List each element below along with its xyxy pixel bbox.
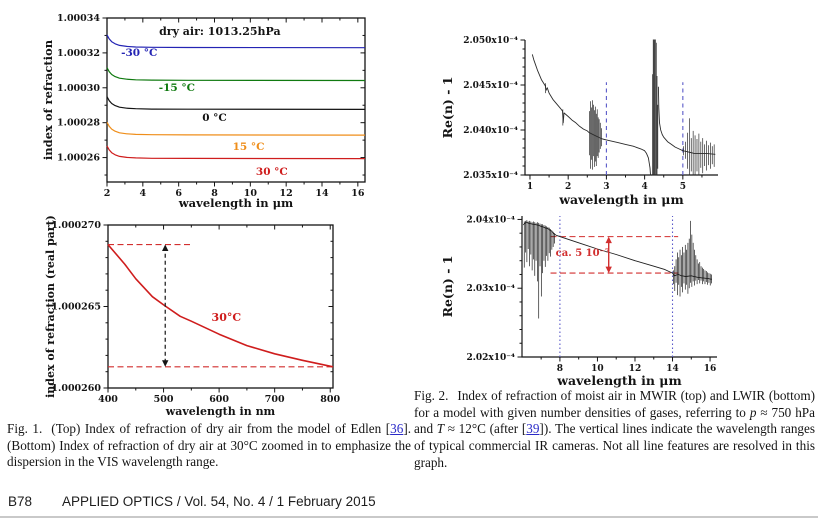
svg-text:wavelength in μm: wavelength in μm [178, 196, 293, 210]
fig1-caption-text-2: ]. (Bottom) Index of refraction of dry a… [7, 421, 412, 470]
svg-text:2: 2 [104, 188, 111, 199]
fig1-top-chart-dry-air-ir: 2 4 6 8 10 12 14 16 1.00026 1.00028 1.00030 1.00032… [41, 13, 366, 210]
fig1-bottom-chart-dry-air-vis: 400 500 600 700 800 1.000260 1.000265 1.000270 w… [44, 215, 341, 418]
svg-text:2.02x10⁻⁴: 2.02x10⁻⁴ [466, 353, 515, 363]
svg-text:16: 16 [704, 364, 717, 374]
svg-text:wavelength in μm: wavelength in μm [558, 192, 683, 207]
svg-text:index of refraction: index of refraction [41, 39, 55, 160]
svg-text:wavelength in μm: wavelength in μm [556, 373, 681, 388]
svg-text:2.040x10⁻⁴: 2.040x10⁻⁴ [463, 126, 518, 136]
svg-text:2.03x10⁻⁴: 2.03x10⁻⁴ [466, 284, 515, 294]
fig2-bottom-chart-lwir: 8 10 12 14 16 2.02x10⁻⁴ 2.03x10⁻⁴ 2.04x10⁻⁴ wave… [440, 215, 717, 388]
journal-line: APPLIED OPTICS / Vol. 54, No. 4 / 1 Febr… [62, 494, 376, 509]
fig2-caption-text-2: ≈ 750 hPa and [414, 404, 815, 437]
svg-text:800: 800 [320, 394, 340, 405]
svg-text:4: 4 [140, 188, 147, 199]
svg-text:1.00030: 1.00030 [57, 83, 100, 94]
svg-text:2.045x10⁻⁴: 2.045x10⁻⁴ [463, 81, 518, 91]
fig2-temperature-symbol: T [436, 421, 445, 437]
svg-text:12: 12 [629, 364, 642, 374]
fig2-top-chart-mwir: 1 2 3 4 5 2.035x10⁻⁴ 2.040x10⁻⁴ 2.045x10⁻⁴ 2.050… [440, 36, 718, 207]
svg-text:2.04x10⁻⁴: 2.04x10⁻⁴ [466, 215, 515, 225]
svg-text:1.00032: 1.00032 [57, 48, 100, 59]
svg-text:1.000265: 1.000265 [51, 302, 101, 313]
fig2-caption-label: Fig. 2. [414, 388, 449, 403]
svg-text:3: 3 [603, 182, 609, 192]
svg-text:ca. 5 10⁻⁷: ca. 5 10⁻⁷ [556, 248, 610, 259]
fig2-caption-text-4: ]). The vertical lines indicate the wave… [414, 421, 816, 470]
svg-text:15 °C: 15 °C [233, 141, 265, 153]
svg-text:wavelength in nm: wavelength in nm [165, 405, 276, 418]
svg-text:16: 16 [351, 188, 365, 199]
fig2-caption-text-1: Index of refraction of moist air in MWIR… [414, 388, 816, 420]
fig1-reference-link-36[interactable]: 36 [390, 421, 404, 436]
svg-text:1.000270: 1.000270 [51, 220, 101, 231]
svg-text:700: 700 [265, 394, 285, 405]
svg-text:500: 500 [154, 394, 174, 405]
svg-text:600: 600 [209, 394, 229, 405]
fig2-reference-link-39[interactable]: 39 [526, 421, 540, 437]
svg-text:14: 14 [666, 364, 679, 374]
svg-text:Re(n) - 1: Re(n) - 1 [440, 77, 455, 139]
fig2-pressure-symbol: p [749, 404, 757, 420]
svg-text:1.00034: 1.00034 [57, 13, 100, 24]
svg-text:5: 5 [680, 182, 686, 192]
svg-text:6: 6 [175, 188, 182, 199]
fig1-caption-label: Fig. 1. [7, 421, 43, 436]
svg-text:12: 12 [280, 188, 293, 199]
svg-text:1.00028: 1.00028 [57, 118, 100, 129]
svg-text:2.035x10⁻⁴: 2.035x10⁻⁴ [463, 171, 518, 181]
svg-text:10: 10 [244, 188, 258, 199]
svg-text:400: 400 [98, 394, 118, 405]
svg-text:2: 2 [565, 182, 571, 192]
fig1-caption: Fig. 1. (Top) Index of refraction of dry … [7, 421, 411, 471]
fig1-caption-text-1: (Top) Index of refraction of dry air fro… [51, 421, 391, 436]
svg-text:1.00026: 1.00026 [57, 153, 100, 164]
svg-text:1.000260: 1.000260 [51, 383, 101, 394]
svg-text:30 °C: 30 °C [256, 166, 288, 178]
svg-text:4: 4 [641, 182, 647, 192]
svg-text:1: 1 [527, 182, 533, 192]
svg-text:2.050x10⁻⁴: 2.050x10⁻⁴ [463, 36, 518, 46]
svg-text:dry air: 1013.25hPa: dry air: 1013.25hPa [159, 25, 281, 38]
svg-text:30°C: 30°C [212, 311, 242, 324]
page-number: B78 [8, 494, 33, 509]
page-footer: B78 APPLIED OPTICS / Vol. 54, No. 4 / 1 … [8, 494, 376, 509]
svg-text:0 °C: 0 °C [202, 112, 227, 124]
svg-text:-15 °C: -15 °C [159, 82, 195, 94]
svg-text:10: 10 [591, 364, 604, 374]
svg-text:index of refraction (real part: index of refraction (real part) [44, 215, 57, 398]
svg-text:-30 °C: -30 °C [121, 47, 157, 59]
svg-text:14: 14 [315, 188, 329, 199]
fig2-caption: Fig. 2. Index of refraction of moist air … [414, 388, 815, 471]
svg-text:8: 8 [211, 188, 218, 199]
svg-text:Re(n) - 1: Re(n) - 1 [440, 256, 455, 318]
fig2-caption-text-3: ≈ 12°C (after [ [444, 421, 527, 437]
svg-text:8: 8 [557, 364, 563, 374]
